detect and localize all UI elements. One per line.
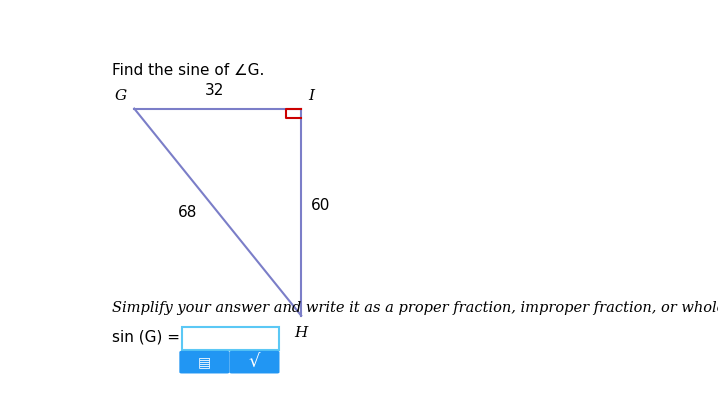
Text: H: H bbox=[294, 326, 308, 340]
Text: 32: 32 bbox=[205, 83, 225, 98]
Text: ▤: ▤ bbox=[198, 355, 211, 369]
Text: Simplify your answer and write it as a proper fraction, improper fraction, or wh: Simplify your answer and write it as a p… bbox=[112, 301, 718, 315]
Text: I: I bbox=[308, 89, 314, 102]
FancyBboxPatch shape bbox=[230, 351, 279, 373]
Bar bbox=[182, 327, 279, 349]
Text: Find the sine of ∠G.: Find the sine of ∠G. bbox=[112, 63, 264, 79]
Text: 60: 60 bbox=[311, 198, 330, 213]
Text: sin (G) =: sin (G) = bbox=[112, 329, 180, 344]
Text: G: G bbox=[114, 89, 126, 102]
Text: 68: 68 bbox=[177, 205, 197, 220]
Text: √: √ bbox=[248, 353, 260, 371]
FancyBboxPatch shape bbox=[180, 351, 230, 373]
